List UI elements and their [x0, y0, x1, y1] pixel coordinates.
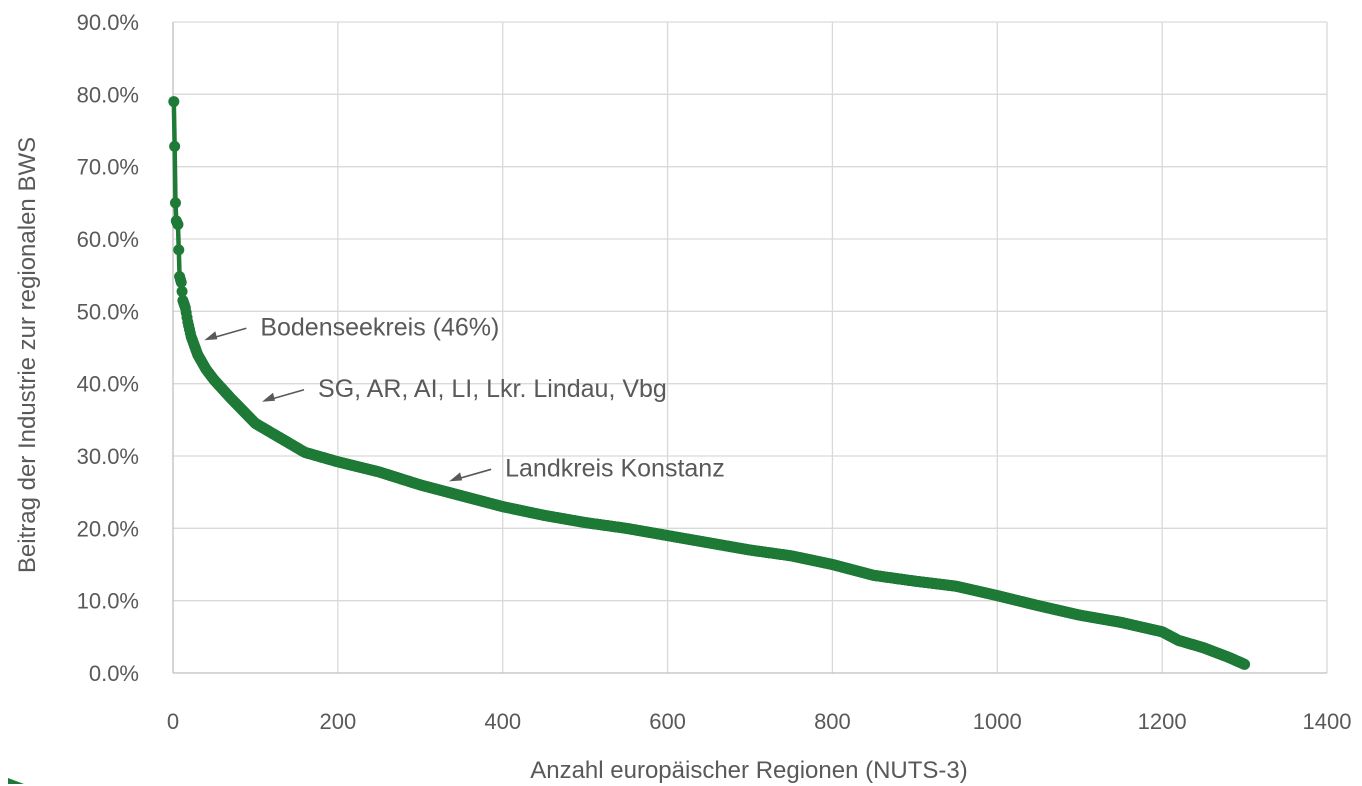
y-gridlines: [173, 21, 1327, 602]
data-point: [169, 197, 181, 209]
x-tick-labels: 0 200 400 600 800 1000 1200 1400: [167, 709, 1352, 734]
y-tick-label: 40.0%: [77, 372, 139, 397]
y-tick-label: 80.0%: [77, 82, 139, 107]
y-tick-label: 20.0%: [77, 516, 139, 541]
x-tick-label: 1000: [973, 709, 1022, 734]
axes: [172, 22, 1327, 674]
data-point: [176, 285, 188, 297]
arrow-head-icon: [204, 331, 218, 341]
y-tick-label: 0.0%: [89, 661, 139, 686]
data-point: [173, 244, 185, 256]
y-tick-label: 30.0%: [77, 444, 139, 469]
annotation-arrow: [455, 468, 492, 481]
x-axis-label: Anzahl europäischer Regionen (NUTS-3): [530, 757, 968, 784]
series-points: [168, 96, 1251, 670]
arrow-head-icon: [449, 472, 463, 482]
y-tick-label: 50.0%: [77, 299, 139, 324]
annotation-label: SG, AR, AI, LI, Lkr. Lindau, Vbg: [318, 375, 667, 403]
data-point: [169, 140, 181, 152]
x-tick-label: 0: [167, 709, 179, 734]
annotation-arrow: [211, 327, 247, 340]
annotation-arrow: [268, 388, 305, 401]
x-tick-label: 1400: [1303, 709, 1352, 734]
y-tick-label: 60.0%: [77, 227, 139, 252]
data-point: [175, 276, 187, 288]
y-tick-label: 10.0%: [77, 589, 139, 614]
x-tick-label: 200: [319, 709, 356, 734]
annotation-label: Landkreis Konstanz: [505, 454, 725, 482]
data-point: [168, 96, 180, 108]
y-tick-labels: 0.0% 10.0% 20.0% 30.0% 40.0% 50.0% 60.0% 70.0% 8…: [77, 10, 139, 686]
annotation-label: Bodenseekreis (46%): [260, 313, 499, 341]
data-point: [1239, 658, 1251, 670]
y-tick-label: 90.0%: [77, 10, 139, 35]
x-gridlines: [337, 22, 1328, 673]
x-tick-label: 400: [484, 709, 521, 734]
arrow-head-icon: [262, 392, 276, 402]
x-tick-label: 800: [814, 709, 851, 734]
data-point: [172, 219, 184, 231]
x-tick-label: 1200: [1138, 709, 1187, 734]
corner-triangle-icon: [8, 778, 24, 784]
y-tick-label: 70.0%: [77, 155, 139, 180]
y-axis-label: Beitrag der Industrie zur regionalen BWS: [14, 137, 41, 573]
x-tick-label: 600: [649, 709, 686, 734]
annotations: Bodenseekreis (46%) SG, AR, AI, LI, Lkr. …: [204, 313, 725, 482]
